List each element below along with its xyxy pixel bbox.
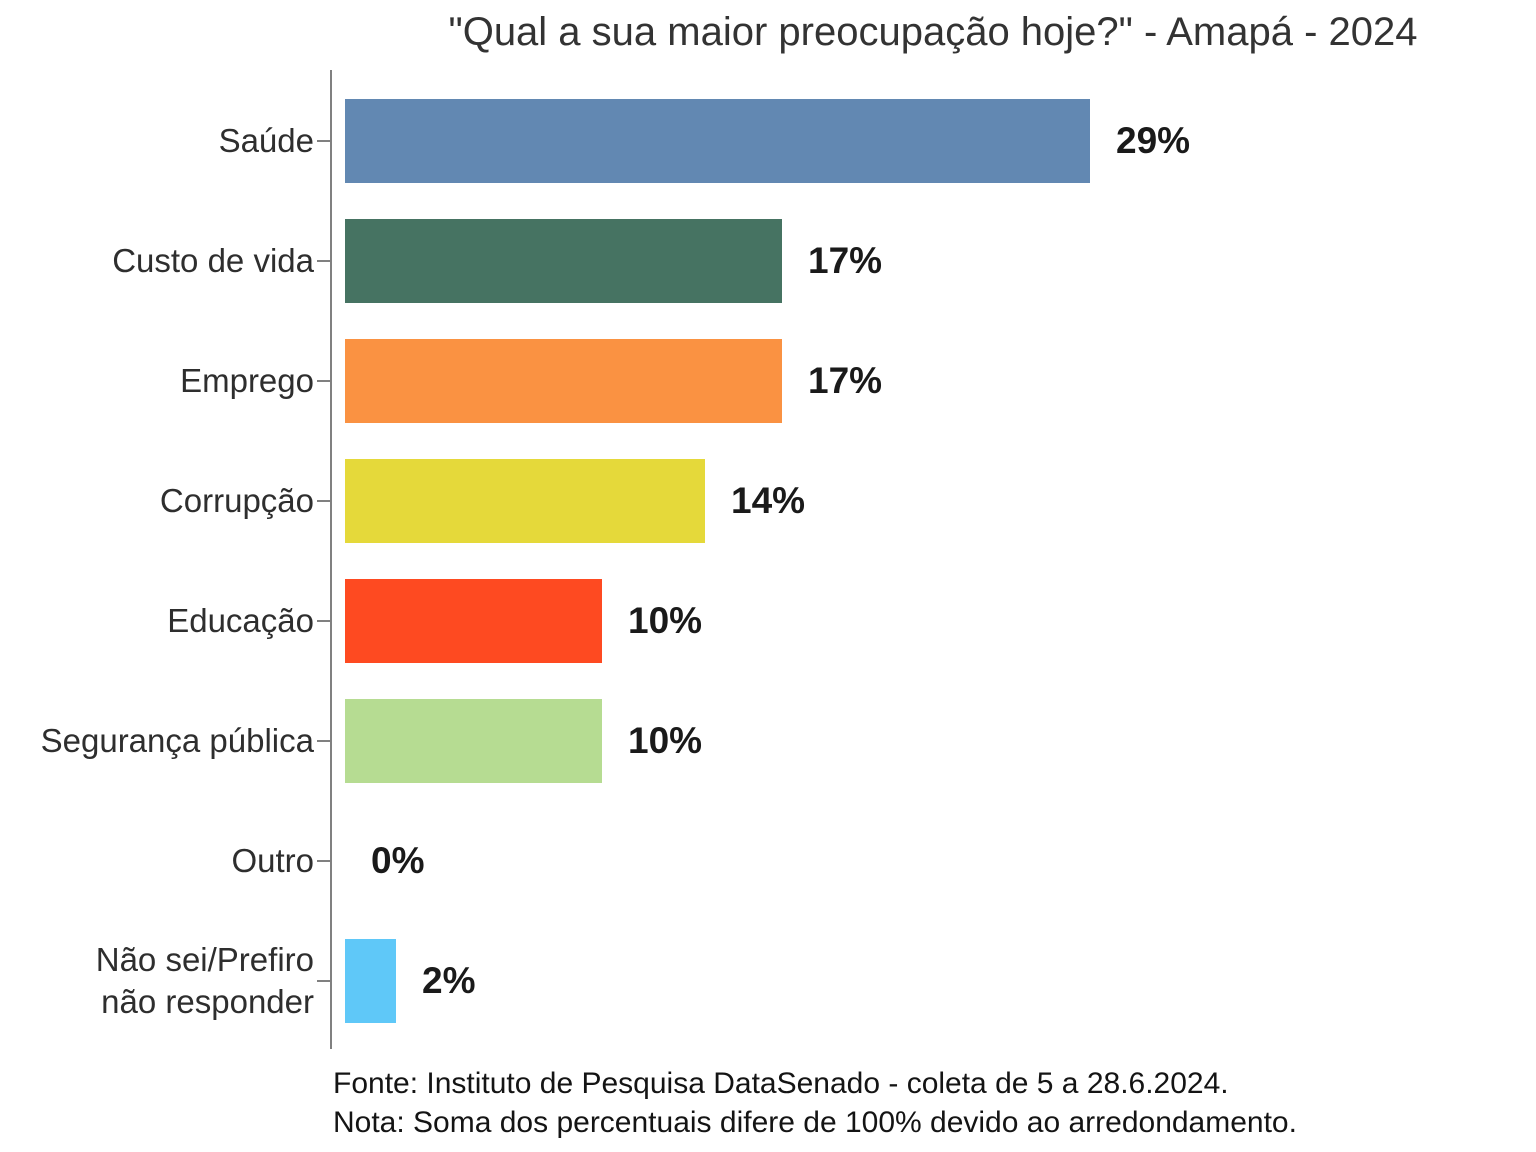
bar [345,699,602,783]
axis-tick [317,260,330,262]
category-label: Saúde [218,122,314,159]
category-label: Educação [167,602,314,639]
bar [345,459,705,543]
category-label: Não sei/Prefiro não responder [95,941,314,1020]
bar [345,939,396,1023]
value-label: 0% [371,840,425,881]
value-label: 29% [1116,120,1191,161]
value-label: 2% [422,960,476,1001]
value-label: 14% [731,480,806,521]
axis-tick [317,740,330,742]
chart-title: "Qual a sua maior preocupação hoje?" - A… [448,10,1418,54]
category-label: Corrupção [159,482,314,519]
bar [345,339,782,423]
chart-footer: Fonte: Instituto de Pesquisa DataSenado … [333,1064,1297,1142]
category-label: Outro [231,842,314,879]
value-label: 10% [628,720,703,761]
bar [345,219,782,303]
source-note: Fonte: Instituto de Pesquisa DataSenado … [333,1067,1229,1100]
axis-tick [317,500,330,502]
category-label: Segurança pública [40,722,314,759]
value-label: 10% [628,600,703,641]
axis-tick [317,860,330,862]
y-axis-line [330,70,332,1049]
axis-tick [317,140,330,142]
axis-tick [317,620,330,622]
rounding-note: Nota: Soma dos percentuais difere de 100… [333,1106,1297,1139]
value-label: 17% [808,240,883,281]
axis-tick [317,380,330,382]
bar [345,579,602,663]
category-label: Custo de vida [112,242,314,279]
axis-tick [317,980,330,982]
category-label: Emprego [180,362,314,399]
bar [345,99,1090,183]
value-label: 17% [808,360,883,401]
